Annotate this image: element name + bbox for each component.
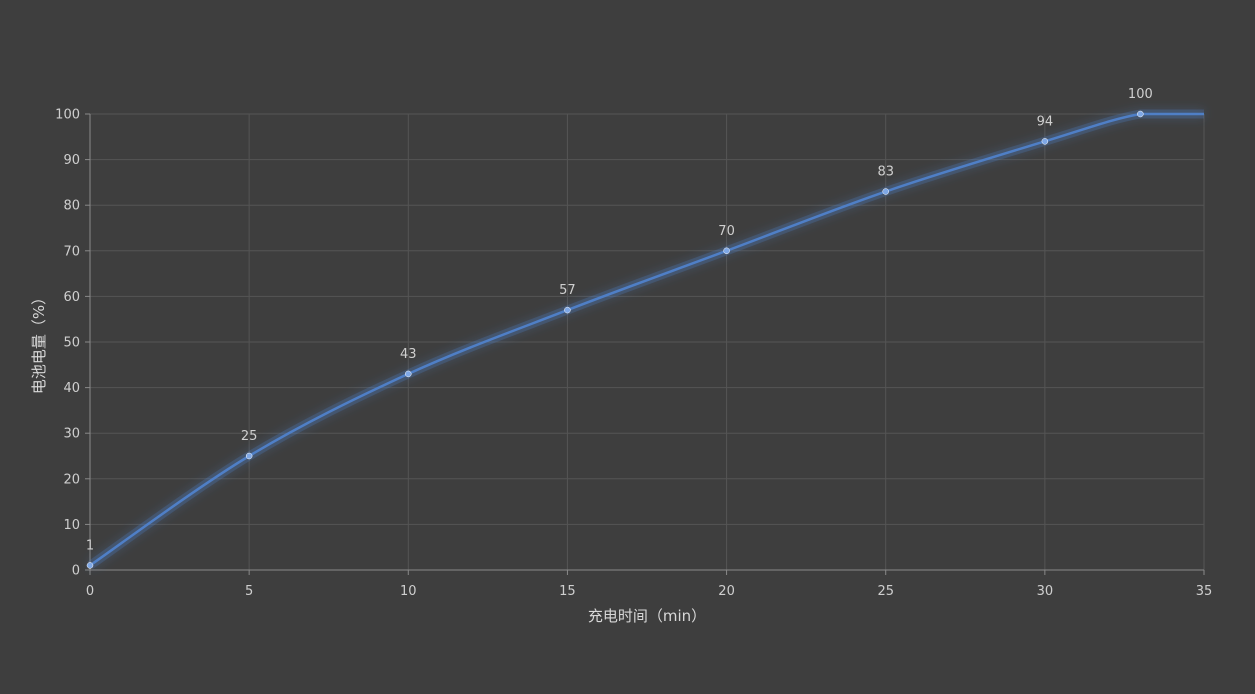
data-label: 70 — [718, 224, 735, 239]
x-tick-label: 25 — [877, 584, 894, 599]
data-point — [86, 562, 94, 569]
series-line-glow — [87, 109, 1204, 570]
series-line — [89, 112, 1204, 567]
x-tick-label: 0 — [86, 584, 94, 599]
y-tick-label: 0 — [72, 564, 80, 579]
y-axis-title: 电池电量（%） — [30, 290, 48, 394]
x-tick-label: 10 — [400, 584, 417, 599]
y-tick-label: 90 — [63, 153, 80, 168]
x-tick-label: 35 — [1196, 584, 1213, 599]
data-point — [1041, 138, 1049, 145]
data-label: 83 — [877, 165, 894, 180]
x-tick-label: 20 — [718, 584, 735, 599]
data-label: 1 — [86, 538, 94, 553]
data-labels: 1 25 43 57 70 83 94 100 — [86, 87, 1153, 553]
y-tick-label: 100 — [55, 108, 80, 123]
y-tick-label: 50 — [63, 336, 80, 351]
data-point — [723, 247, 730, 255]
data-point — [245, 452, 253, 460]
x-tick-label: 30 — [1037, 584, 1054, 599]
y-tick-label: 20 — [63, 472, 80, 487]
y-tick-label: 80 — [63, 199, 80, 214]
axes: 0 10 20 30 40 50 60 70 80 90 100 0 5 10 15 20 25 30 35 — [55, 108, 1212, 600]
y-tick-label: 30 — [63, 427, 80, 442]
data-point — [564, 306, 571, 314]
x-tick-label: 15 — [559, 584, 576, 599]
data-label: 100 — [1128, 87, 1153, 102]
series-layer — [86, 109, 1204, 570]
y-tick-label: 70 — [63, 244, 80, 259]
x-tick-label: 5 — [245, 584, 253, 599]
data-point — [1137, 110, 1144, 118]
y-tick-label: 60 — [63, 290, 80, 305]
data-label: 25 — [241, 429, 258, 444]
y-tick-label: 40 — [63, 381, 80, 396]
x-axis-title: 充电时间（min） — [588, 607, 706, 625]
data-label: 43 — [400, 347, 417, 362]
data-label: 57 — [559, 283, 576, 298]
grid-lines — [89, 113, 1205, 571]
data-point — [882, 188, 889, 195]
data-point — [405, 370, 412, 378]
y-tick-label: 10 — [63, 518, 80, 533]
data-label: 94 — [1037, 114, 1054, 129]
